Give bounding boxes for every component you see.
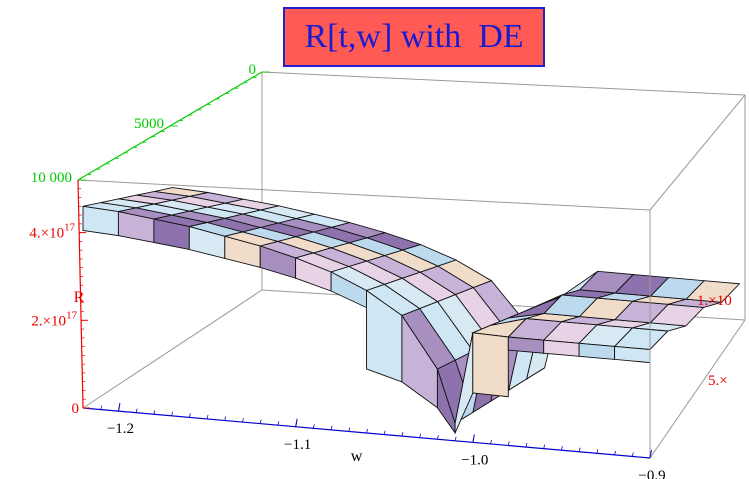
r-tick-label: 4.×1017 xyxy=(29,222,75,242)
surface-skirt-patch xyxy=(507,336,545,354)
w-tick-label: −1.1 xyxy=(284,437,311,453)
w-minor-tick xyxy=(224,416,227,421)
surface-skirt-patch xyxy=(578,342,616,360)
w-minor-tick xyxy=(454,436,457,441)
r-tick-exponent: 17 xyxy=(64,222,76,234)
w-minor-tick xyxy=(401,432,404,437)
box-edge-top-back xyxy=(261,71,746,96)
w-minor-tick xyxy=(543,444,546,449)
w-tick-label: −1.0 xyxy=(461,452,488,468)
w-minor-tick xyxy=(631,452,634,457)
w-minor-tick xyxy=(206,414,209,420)
w-minor-tick xyxy=(277,421,280,426)
w-minor-tick xyxy=(100,405,103,410)
w-minor-tick xyxy=(578,447,581,452)
w-tick-mark xyxy=(649,449,652,459)
w-minor-tick xyxy=(507,441,510,446)
axes xyxy=(77,71,652,459)
surface-patch xyxy=(685,280,741,303)
r-tick-exponent: 17 xyxy=(66,309,78,321)
w-minor-tick xyxy=(348,427,351,432)
bounding-box-front xyxy=(77,94,746,459)
w-tick-label: −0.9 xyxy=(638,468,665,479)
w-minor-tick xyxy=(330,425,333,430)
side-tick-label: 5.× xyxy=(708,373,728,389)
w-minor-tick xyxy=(366,428,368,434)
w-minor-tick xyxy=(561,446,563,451)
box-edge-top-front xyxy=(77,179,651,211)
w-minor-tick xyxy=(153,410,156,415)
surface-skirt-patch xyxy=(543,339,580,357)
surface-mesh xyxy=(82,187,741,435)
surface-skirt-patch xyxy=(614,345,651,364)
t-tick-label: 0 xyxy=(249,62,257,78)
w-minor-tick xyxy=(596,449,599,454)
w-minor-tick xyxy=(188,413,191,418)
r-tick-label: 2.×1017 xyxy=(31,309,77,329)
w-minor-tick xyxy=(472,438,475,443)
w-axis-label: w xyxy=(351,448,363,465)
w-minor-tick xyxy=(295,422,298,427)
box-edge-bottom-right xyxy=(649,319,746,459)
t-tick-label: 5000 xyxy=(134,116,164,132)
w-minor-tick xyxy=(436,435,439,440)
box-edge-top-right xyxy=(649,94,746,211)
w-minor-tick xyxy=(525,442,528,448)
r-axis-label: R xyxy=(74,289,85,306)
w-minor-tick xyxy=(135,408,138,413)
w-minor-tick xyxy=(312,424,315,429)
w-minor-tick xyxy=(171,411,173,416)
w-minor-tick xyxy=(259,419,262,424)
w-minor-tick xyxy=(419,433,422,438)
surface-skirt-patch xyxy=(82,205,119,237)
tick-labels: −1.2 −1.1 −1.0 −0.9 w 0 5000 10 000 0 2.×1017 4.×1… xyxy=(29,62,731,479)
side-tick-label: 1.×10 xyxy=(697,293,732,309)
box-edge-back-left xyxy=(82,289,263,409)
surface-skirt-patch xyxy=(472,332,509,398)
w-minor-tick xyxy=(242,417,244,423)
w-minor-tick xyxy=(490,439,492,445)
t-tick-label: 10 000 xyxy=(31,170,72,186)
w-minor-tick xyxy=(383,430,386,435)
w-tick-label: −1.2 xyxy=(107,421,134,437)
w-minor-tick xyxy=(614,450,616,455)
w-minor-tick xyxy=(118,407,120,412)
r-tick-label: 0 xyxy=(72,401,80,417)
chart-title: R[t,w] with DE xyxy=(283,7,545,67)
